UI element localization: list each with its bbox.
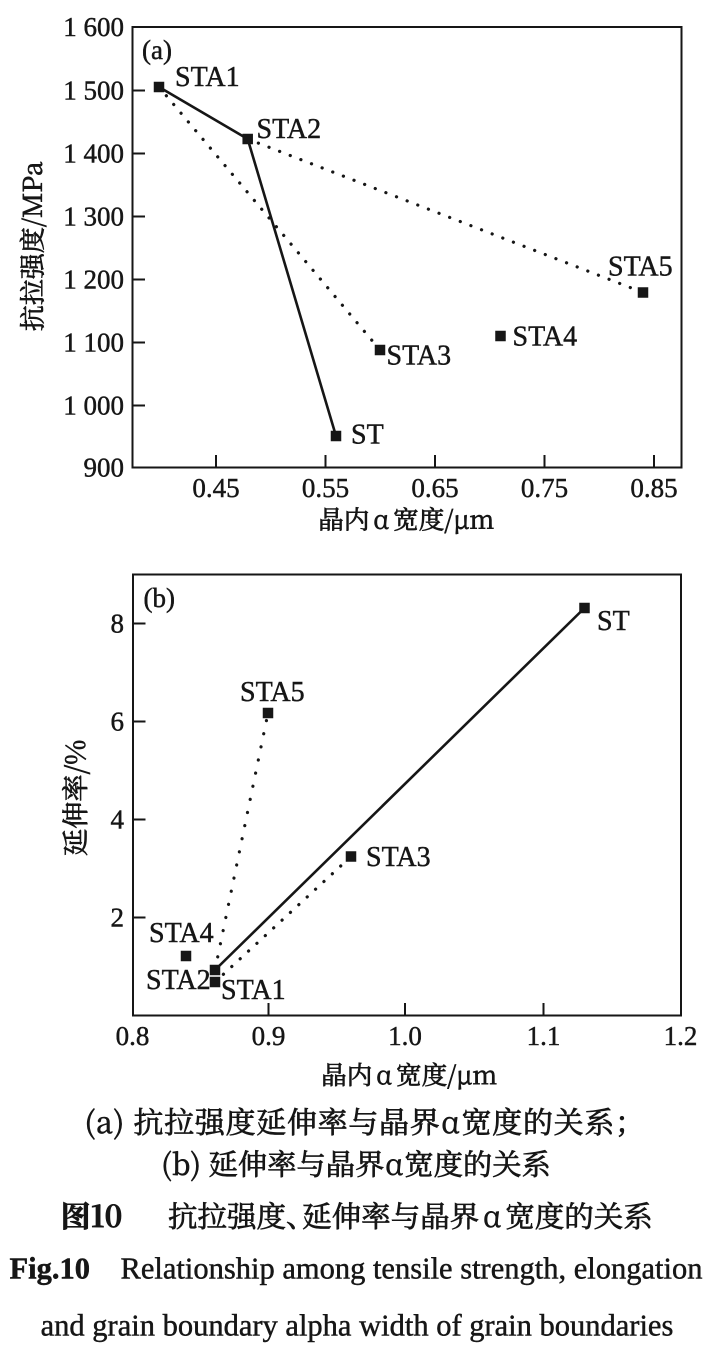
svg-text:STA5: STA5 — [608, 252, 673, 283]
svg-text:1 100: 1 100 — [63, 328, 124, 358]
svg-text:6: 6 — [111, 707, 125, 737]
svg-text:STA3: STA3 — [387, 341, 452, 372]
svg-text:0.55: 0.55 — [302, 473, 349, 503]
svg-text:1 400: 1 400 — [63, 139, 124, 169]
svg-text:1 000: 1 000 — [63, 391, 124, 421]
svg-text:1 500: 1 500 — [63, 76, 124, 106]
svg-text:900: 900 — [84, 453, 125, 483]
svg-text:1.2: 1.2 — [664, 1021, 698, 1051]
svg-text:4: 4 — [111, 805, 125, 835]
svg-text:0.65: 0.65 — [411, 473, 458, 503]
svg-text:0.75: 0.75 — [521, 473, 568, 503]
svg-text:STA3: STA3 — [366, 842, 431, 873]
svg-text:2: 2 — [111, 903, 125, 933]
svg-text:ST: ST — [597, 606, 630, 637]
svg-text:and grain boundary alpha width: and grain boundary alpha width of grain … — [41, 1309, 674, 1343]
svg-text:0.9: 0.9 — [252, 1021, 286, 1051]
svg-text:1 300: 1 300 — [63, 202, 124, 232]
svg-text:8: 8 — [111, 609, 125, 639]
svg-text:0.45: 0.45 — [192, 473, 239, 503]
svg-text:STA1: STA1 — [221, 975, 286, 1006]
svg-text:(a): (a) — [142, 35, 172, 65]
svg-text:0.8: 0.8 — [116, 1021, 150, 1051]
svg-text:STA1: STA1 — [175, 62, 240, 93]
svg-text:0.85: 0.85 — [630, 473, 677, 503]
svg-text:1.1: 1.1 — [527, 1021, 561, 1051]
svg-text:STA2: STA2 — [257, 114, 322, 145]
svg-text:Fig.10 Relationship among ten: Fig.10 Relationship among tensile streng… — [10, 1252, 703, 1286]
svg-text:(b): (b) — [144, 583, 175, 613]
svg-text:1.0: 1.0 — [388, 1021, 422, 1051]
svg-text:1 200: 1 200 — [63, 265, 124, 295]
svg-text:STA2: STA2 — [146, 965, 211, 996]
svg-text:STA4: STA4 — [149, 918, 214, 949]
svg-text:STA4: STA4 — [513, 322, 578, 353]
svg-text:STA5: STA5 — [240, 677, 305, 708]
svg-text:1 600: 1 600 — [63, 12, 124, 42]
svg-text:ST: ST — [351, 420, 384, 451]
